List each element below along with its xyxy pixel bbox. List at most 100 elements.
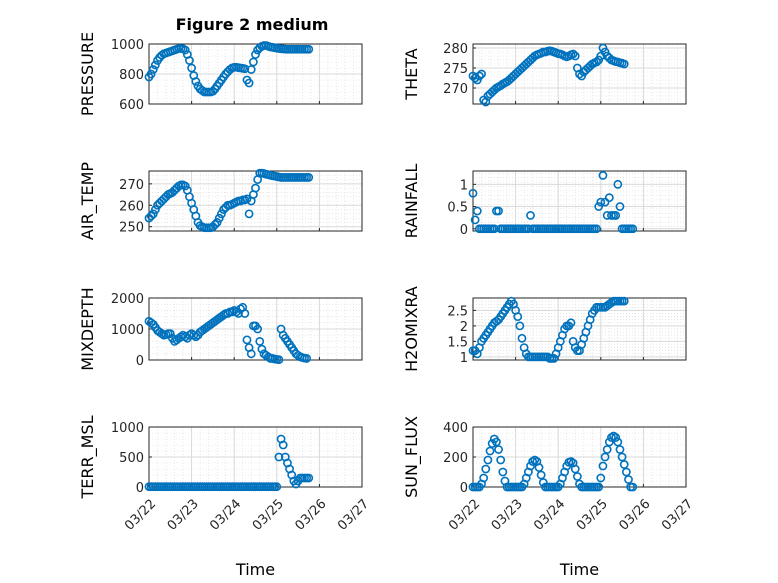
data-point bbox=[246, 65, 256, 74]
data-point bbox=[146, 69, 156, 79]
x-tick-label: 03/25 bbox=[250, 497, 287, 534]
x-tick-label: 03/25 bbox=[574, 497, 611, 534]
data-point bbox=[481, 464, 491, 474]
subplot-theta: 270 275 280 THETA bbox=[402, 42, 687, 107]
data-point bbox=[165, 329, 175, 339]
data-point bbox=[515, 321, 525, 331]
data-point bbox=[489, 224, 499, 234]
data-point bbox=[244, 78, 254, 88]
x-tick-label: 03/22 bbox=[446, 497, 483, 534]
y-axis-label: TERR_MSL bbox=[78, 415, 98, 499]
data-point bbox=[234, 309, 243, 318]
y-tick-label: 0 bbox=[136, 354, 144, 369]
axes-box bbox=[472, 43, 687, 105]
data-point bbox=[613, 437, 623, 447]
data-point bbox=[255, 336, 265, 346]
subplot-mixdepth: 0 1000 2000 MIXDEPTH bbox=[78, 287, 363, 371]
subplot-air-temp: 250 260 270 AIR_TEMP bbox=[78, 162, 363, 240]
data-point bbox=[187, 63, 196, 73]
data-point bbox=[619, 59, 629, 69]
x-tick-label: 03/27 bbox=[335, 497, 372, 534]
data-point bbox=[604, 437, 614, 447]
data-point bbox=[624, 475, 633, 484]
y-axis-label: SUN_FLUX bbox=[402, 416, 422, 498]
subplot-h2omixra: 11.522.5 H2OMIXRA bbox=[402, 286, 687, 372]
data-point bbox=[302, 354, 312, 363]
data-point bbox=[470, 215, 480, 225]
y-tick-label: 500 bbox=[119, 451, 144, 466]
data-point bbox=[472, 206, 482, 216]
y-tick-label: 2.5 bbox=[447, 304, 468, 319]
data-point bbox=[596, 473, 606, 483]
data-point bbox=[304, 173, 314, 182]
data-point bbox=[148, 65, 158, 74]
data-point bbox=[536, 470, 546, 480]
data-point bbox=[628, 482, 638, 492]
x-tick-label: 03/24 bbox=[531, 497, 568, 534]
data-point bbox=[146, 211, 156, 221]
data-point bbox=[251, 183, 260, 193]
data-point bbox=[191, 77, 201, 86]
data-point bbox=[526, 211, 535, 220]
data-point bbox=[621, 467, 631, 477]
x-tick-label: 03/23 bbox=[165, 497, 202, 534]
y-tick-label: 250 bbox=[119, 221, 144, 236]
y-tick-label: 260 bbox=[119, 199, 144, 214]
data-point bbox=[148, 209, 158, 219]
y-tick-label: 1000 bbox=[111, 38, 144, 53]
data-point bbox=[272, 482, 282, 492]
x-tick-label: 03/23 bbox=[489, 497, 526, 534]
figure-title: Figure 2 medium bbox=[176, 15, 329, 34]
data-point bbox=[483, 455, 493, 465]
data-point bbox=[212, 218, 222, 227]
data-point bbox=[304, 473, 314, 483]
y-tick-label: 1000 bbox=[111, 421, 144, 436]
data-point bbox=[568, 49, 578, 59]
data-point bbox=[470, 73, 480, 83]
data-point bbox=[208, 86, 218, 96]
data-point bbox=[611, 433, 621, 442]
data-point bbox=[487, 439, 497, 448]
data-point bbox=[570, 51, 580, 61]
data-point bbox=[598, 171, 608, 180]
data-point bbox=[257, 344, 267, 354]
data-point bbox=[617, 452, 627, 462]
data-point bbox=[604, 193, 614, 203]
data-point bbox=[600, 452, 610, 462]
subplot-terr-msl: 0 500 1000 03/22 03/23 03/24 03/25 03/26 03/27 TE… bbox=[78, 415, 372, 579]
data-point bbox=[468, 188, 478, 198]
data-point bbox=[575, 69, 584, 79]
data-point bbox=[492, 437, 501, 447]
y-tick-label: 270 bbox=[119, 178, 144, 193]
y-tick-label: 0.5 bbox=[447, 201, 468, 216]
subplot-sun-flux: 0 200 400 03/22 03/23 03/24 03/25 03/26 03/27 SUN… bbox=[402, 416, 696, 579]
data-point bbox=[619, 460, 629, 469]
y-tick-label: 0 bbox=[460, 223, 468, 238]
data-point bbox=[150, 205, 160, 214]
data-point bbox=[498, 467, 508, 477]
data-point bbox=[572, 472, 582, 481]
x-axis-label: Time bbox=[559, 560, 599, 579]
data-point bbox=[253, 324, 263, 334]
y-tick-label: 800 bbox=[119, 68, 144, 83]
data-point bbox=[496, 455, 506, 465]
data-point bbox=[251, 50, 260, 59]
data-point bbox=[517, 333, 527, 343]
x-axis-label: Time bbox=[235, 560, 275, 579]
data-point bbox=[479, 473, 489, 483]
axes-box bbox=[148, 170, 363, 232]
x-tick-label: 03/26 bbox=[616, 497, 653, 534]
y-tick-label: 280 bbox=[443, 42, 468, 57]
data-point bbox=[248, 57, 258, 67]
data-point bbox=[477, 69, 486, 79]
y-axis-label: THETA bbox=[402, 48, 421, 100]
data-point bbox=[615, 445, 625, 454]
data-point bbox=[304, 44, 314, 54]
data-point bbox=[240, 309, 250, 318]
subplot-pressure: 600 800 1000 PRESSURE bbox=[78, 32, 363, 116]
data-point bbox=[592, 57, 601, 67]
data-point bbox=[180, 45, 190, 55]
data-point bbox=[494, 445, 503, 454]
y-tick-label: 275 bbox=[443, 62, 468, 77]
